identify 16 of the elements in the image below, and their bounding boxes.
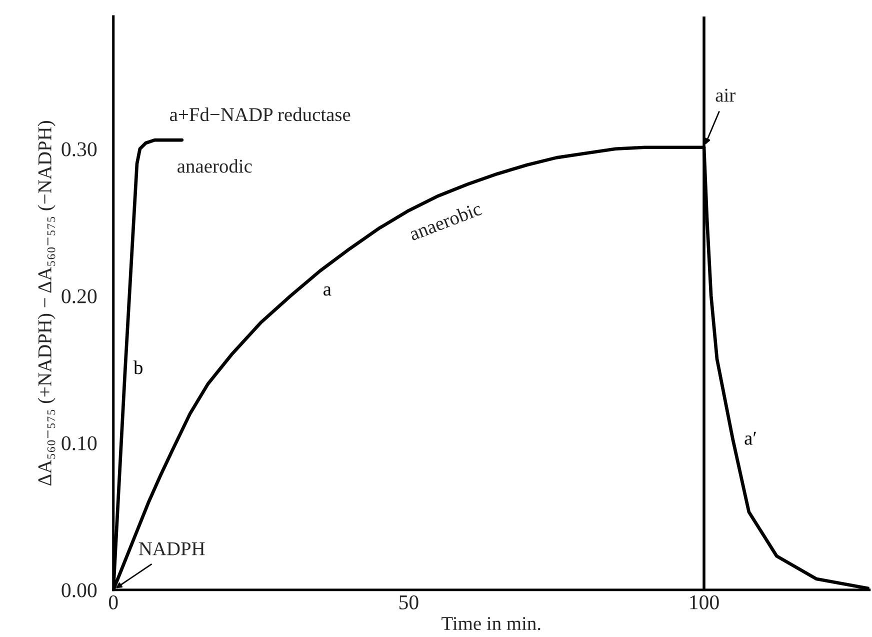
x-tick-label: 100 bbox=[690, 595, 719, 610]
series-label: b bbox=[134, 360, 142, 374]
annotation: NADPH bbox=[138, 542, 205, 556]
series-label: a bbox=[324, 286, 332, 296]
annotation: a+Fd−NADP reductase bbox=[170, 108, 350, 122]
y-tick-label: 0.30 bbox=[62, 142, 97, 156]
y-tick-label: 0.20 bbox=[62, 289, 97, 304]
y-tick-label: 0.00 bbox=[62, 583, 97, 598]
x-axis-title: Time in min. bbox=[442, 617, 540, 630]
x-tick-label: 50 bbox=[399, 595, 418, 610]
ref-line-label: air bbox=[716, 88, 736, 102]
y-tick-label: 0.10 bbox=[62, 436, 97, 450]
annotation: anaerodic bbox=[178, 159, 252, 173]
y-axis-title: ΔA₅₆₀₋₅₇₅ (+NADPH) − ΔA₅₆₀₋₅₇₅ (−NADPH) bbox=[38, 121, 56, 486]
x-tick-label: 0 bbox=[108, 595, 118, 610]
series-label: a′ bbox=[744, 432, 756, 445]
